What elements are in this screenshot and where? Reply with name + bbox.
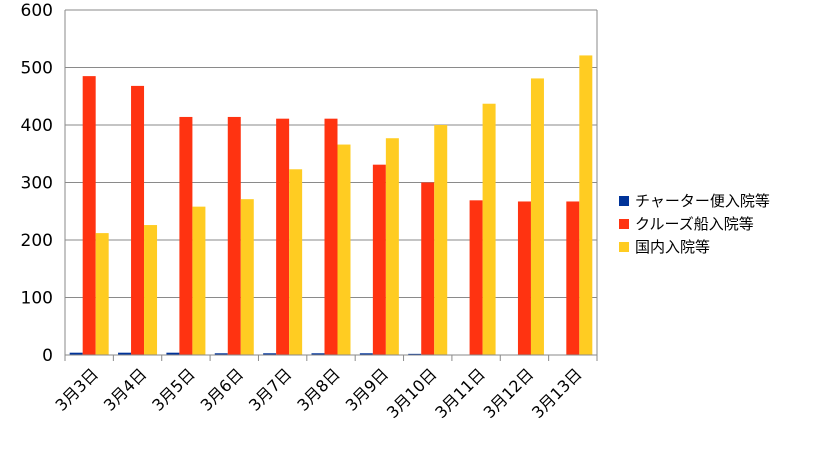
y-tick-label: 500 [21, 59, 53, 79]
bar [359, 353, 373, 355]
y-tick-label: 600 [21, 1, 53, 21]
bar [240, 199, 254, 355]
bar [263, 353, 277, 355]
bar [530, 78, 544, 356]
bar [179, 116, 193, 355]
legend-swatch [619, 219, 629, 229]
legend-label: クルーズ船入院等 [635, 215, 754, 233]
legend-label: 国内入院等 [635, 238, 710, 256]
bar [227, 116, 241, 355]
legend-label: チャーター便入院等 [635, 192, 770, 210]
bar [95, 233, 109, 355]
x-tick-label: 3月6日 [197, 364, 247, 414]
bar [408, 353, 422, 355]
bar [192, 206, 206, 355]
bar [517, 201, 531, 355]
x-tick-label: 3月4日 [100, 364, 150, 414]
bar [579, 55, 593, 356]
bar [482, 103, 496, 355]
x-tick-label: 3月5日 [148, 364, 198, 414]
bar [166, 352, 180, 355]
x-tick-label: 3月13日 [528, 364, 586, 422]
legend-swatch [619, 196, 629, 206]
axes [64, 10, 598, 361]
bar [131, 85, 145, 356]
bar [337, 144, 351, 355]
legend-swatch [619, 242, 629, 252]
bar [324, 118, 338, 355]
bar [469, 200, 483, 355]
x-tick-label: 3月3日 [52, 364, 102, 414]
x-axis-tick-labels: 3月3日3月4日3月5日3月6日3月7日3月8日3月9日3月10日3月11日3月… [52, 364, 586, 422]
bar [118, 352, 132, 355]
bar [144, 225, 158, 355]
x-tick-label: 3月7日 [245, 364, 295, 414]
bar [214, 353, 228, 355]
y-tick-label: 300 [21, 174, 53, 194]
x-tick-label: 3月12日 [480, 364, 538, 422]
x-tick-label: 3月11日 [431, 364, 489, 422]
bar [385, 138, 399, 355]
bar [311, 353, 325, 355]
bar [276, 118, 290, 355]
y-axis-tick-labels: 0 100 200 300 400 500 600 [21, 1, 53, 366]
y-tick-label: 0 [42, 346, 53, 366]
bar [372, 164, 386, 355]
y-tick-label: 100 [21, 289, 53, 309]
x-tick-label: 3月8日 [293, 364, 343, 414]
bars [69, 55, 593, 356]
bar [82, 76, 96, 355]
y-tick-label: 200 [21, 231, 53, 251]
y-tick-label: 400 [21, 116, 53, 136]
x-tick-label: 3月10日 [383, 364, 441, 422]
bar [434, 125, 448, 355]
bar [421, 182, 435, 355]
bar [69, 352, 83, 355]
bar [566, 201, 580, 355]
bar [289, 169, 303, 355]
